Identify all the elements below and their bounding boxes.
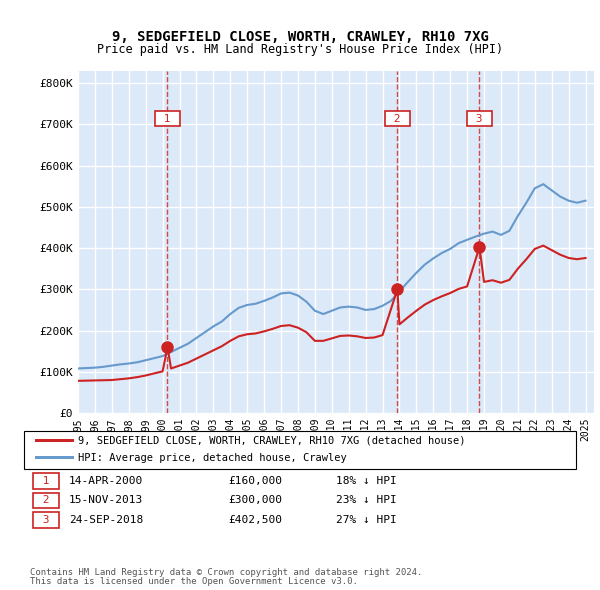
Text: 9, SEDGEFIELD CLOSE, WORTH, CRAWLEY, RH10 7XG: 9, SEDGEFIELD CLOSE, WORTH, CRAWLEY, RH1…: [112, 30, 488, 44]
Text: Price paid vs. HM Land Registry's House Price Index (HPI): Price paid vs. HM Land Registry's House …: [97, 43, 503, 56]
Text: 18% ↓ HPI: 18% ↓ HPI: [336, 476, 397, 486]
Text: 2: 2: [387, 114, 407, 124]
Text: 1: 1: [157, 114, 178, 124]
Text: 2: 2: [36, 496, 56, 505]
Text: 15-NOV-2013: 15-NOV-2013: [69, 496, 143, 505]
Text: 3: 3: [469, 114, 490, 124]
Text: 3: 3: [36, 515, 56, 525]
Text: Contains HM Land Registry data © Crown copyright and database right 2024.: Contains HM Land Registry data © Crown c…: [30, 568, 422, 577]
Text: £160,000: £160,000: [228, 476, 282, 486]
Text: 1: 1: [36, 476, 56, 486]
Text: 27% ↓ HPI: 27% ↓ HPI: [336, 515, 397, 525]
Text: HPI: Average price, detached house, Crawley: HPI: Average price, detached house, Craw…: [78, 454, 347, 463]
Text: 9, SEDGEFIELD CLOSE, WORTH, CRAWLEY, RH10 7XG (detached house): 9, SEDGEFIELD CLOSE, WORTH, CRAWLEY, RH1…: [78, 436, 466, 445]
Text: This data is licensed under the Open Government Licence v3.0.: This data is licensed under the Open Gov…: [30, 577, 358, 586]
Text: £300,000: £300,000: [228, 496, 282, 505]
Text: 23% ↓ HPI: 23% ↓ HPI: [336, 496, 397, 505]
Text: 14-APR-2000: 14-APR-2000: [69, 476, 143, 486]
Text: £402,500: £402,500: [228, 515, 282, 525]
Text: 24-SEP-2018: 24-SEP-2018: [69, 515, 143, 525]
